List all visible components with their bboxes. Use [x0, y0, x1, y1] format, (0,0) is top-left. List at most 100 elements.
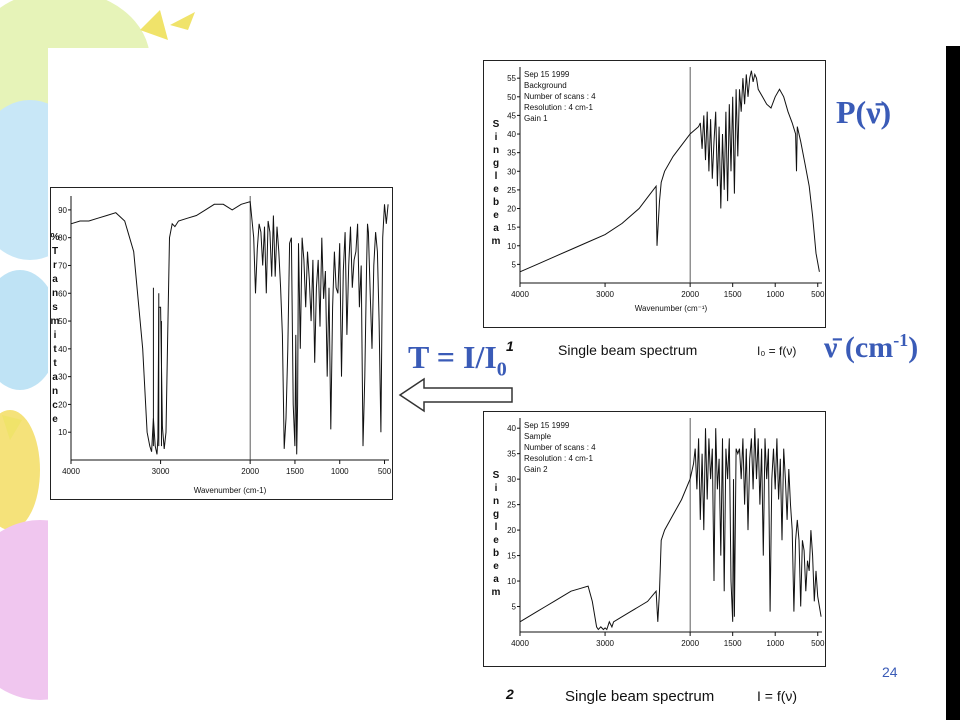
meta-line: Gain 1	[524, 114, 548, 123]
x-tick-label: 4000	[511, 639, 529, 648]
caption1-title: Single beam spectrum	[558, 342, 698, 358]
background-spectrum-panel: 4000 3000 2000 1500 1000 500 5 10 15 20 25 30 35 40 45…	[483, 60, 826, 328]
meta-line: Gain 2	[524, 465, 548, 474]
decor-star	[2, 415, 22, 440]
y-tick-label: 55	[507, 74, 516, 83]
t-formula-main: T = I/I	[408, 339, 497, 375]
y-axis-label-char: a	[493, 574, 499, 585]
x-tick-label: 1000	[766, 639, 784, 648]
y-tick-label: 35	[507, 149, 516, 158]
y-axis-label-char: m	[51, 316, 60, 327]
y-axis-label-char: r	[53, 260, 57, 271]
sample-chart: 4000 3000 2000 1500 1000 500 5 10 15 20 25 30 35 40 Si…	[492, 418, 825, 648]
x-tick-label: 2000	[681, 639, 699, 648]
y-axis-label-char: c	[52, 400, 58, 411]
x-tick-label: 500	[811, 639, 825, 648]
caption2-title: Single beam spectrum	[565, 688, 715, 705]
nu-close: )	[908, 331, 919, 364]
y-tick-label: 5	[512, 260, 517, 269]
y-tick-label: 45	[507, 111, 516, 120]
y-tick-label: 60	[58, 289, 67, 298]
x-tick-label: 500	[811, 290, 825, 299]
transmittance-chart: 4000 3000 2000 1500 1000 500 10 20 30 40 50 60 70 80 9…	[51, 196, 392, 495]
y-tick-label: 10	[507, 577, 516, 586]
y-axis-label-char: e	[493, 210, 499, 221]
meta-line: Sample	[524, 432, 552, 441]
y-axis-label-char: t	[53, 358, 57, 369]
x-tick-label: 2000	[681, 290, 699, 299]
y-tick-label: 5	[512, 603, 517, 612]
y-axis-label-char: e	[493, 535, 499, 546]
y-tick-label: 50	[507, 93, 516, 102]
left-arrow-icon	[398, 377, 513, 413]
wavenumber-unit-label: ν̄ (cm-1)	[824, 330, 918, 365]
y-axis-label-char: e	[493, 184, 499, 195]
y-tick-label: 15	[507, 552, 516, 561]
y-axis-label-char: n	[493, 145, 499, 156]
background-chart: 4000 3000 2000 1500 1000 500 5 10 15 20 25 30 35 40 45…	[492, 67, 825, 313]
p-nu-label: P(ν̄)	[836, 94, 892, 130]
y-tick-label: 40	[507, 130, 516, 139]
x-tick-label: 1000	[766, 290, 784, 299]
y-axis-label-char: m	[492, 236, 501, 247]
x-tick-label: 3000	[596, 290, 614, 299]
meta-line: Number of scans : 4	[524, 443, 596, 452]
spectrum-line	[519, 70, 820, 273]
y-axis-label-char: a	[52, 274, 58, 285]
y-tick-label: 20	[507, 205, 516, 214]
y-axis-label-char: g	[493, 158, 499, 169]
y-tick-label: 40	[507, 424, 516, 433]
x-tick-label: 1500	[286, 467, 304, 476]
x-tick-label: 3000	[596, 639, 614, 648]
y-tick-label: 50	[58, 317, 67, 326]
nu-exponent: -1	[893, 330, 909, 350]
x-tick-label: 3000	[152, 467, 170, 476]
x-tick-label: 1500	[724, 290, 742, 299]
y-tick-label: 30	[507, 167, 516, 176]
y-tick-label: 80	[58, 234, 67, 243]
y-axis-label-char: S	[493, 119, 500, 130]
y-tick-label: 70	[58, 261, 67, 270]
y-axis-label-char: s	[52, 302, 58, 313]
y-axis-label-char: i	[495, 132, 498, 143]
y-tick-label: 15	[507, 223, 516, 232]
x-tick-label: 2000	[241, 467, 259, 476]
decor-star	[170, 12, 195, 30]
y-axis-label-char: S	[493, 470, 500, 481]
y-axis-label-char: T	[52, 246, 58, 257]
meta-line: Resolution : 4 cm-1	[524, 454, 593, 463]
y-axis-label-char: e	[52, 414, 58, 425]
decor-star	[140, 10, 168, 40]
y-axis-label-char: t	[53, 344, 57, 355]
spectrum-line	[70, 200, 389, 455]
x-tick-label: 4000	[511, 290, 529, 299]
y-tick-label: 25	[507, 501, 516, 510]
y-axis-label-char: n	[493, 496, 499, 507]
y-tick-label: 10	[58, 428, 67, 437]
caption1-number: 1	[506, 338, 514, 354]
nu-symbol: ν̄	[824, 331, 838, 364]
y-tick-label: 40	[58, 345, 67, 354]
caption1-formula: I₀ = f(ν)	[757, 344, 797, 358]
y-tick-label: 20	[58, 400, 67, 409]
y-axis-label-char: a	[493, 223, 499, 234]
x-tick-label: 4000	[62, 467, 80, 476]
x-tick-label: 500	[378, 467, 392, 476]
y-axis-label-char: g	[493, 509, 499, 520]
x-axis-label: Wavenumber (cm-1)	[194, 486, 267, 495]
y-axis-label-char: %	[51, 232, 60, 243]
y-axis-label-char: e	[493, 561, 499, 572]
y-tick-label: 90	[58, 206, 67, 215]
y-tick-label: 20	[507, 526, 516, 535]
y-axis-label-char: i	[54, 330, 57, 341]
y-tick-label: 35	[507, 450, 516, 459]
y-tick-label: 10	[507, 242, 516, 251]
y-tick-label: 30	[58, 373, 67, 382]
y-axis-label-char: l	[495, 522, 498, 533]
x-axis-label: Wavenumber (cm⁻¹)	[635, 304, 708, 313]
meta-line: Resolution : 4 cm-1	[524, 103, 593, 112]
y-axis-label-char: i	[495, 483, 498, 494]
y-tick-label: 30	[507, 475, 516, 484]
spectrum-line	[519, 428, 822, 631]
